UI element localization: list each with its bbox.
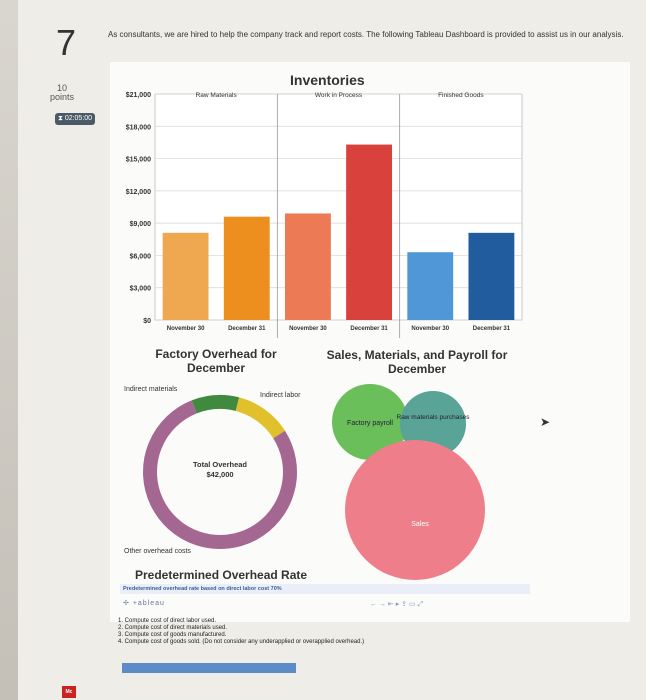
legend-other-overhead: Other overhead costs: [124, 548, 191, 555]
revert-icon[interactable]: ⇤: [387, 601, 394, 608]
answer-header-bar[interactable]: [122, 663, 296, 673]
x-tick-label: December 31: [473, 326, 511, 332]
pohr-title: Predetermined Overhead Rate: [135, 568, 308, 582]
fullscreen-icon[interactable]: ⤢: [417, 601, 424, 608]
bubble-label-factory-payroll: Factory payroll: [347, 420, 393, 427]
pohr-label: Predetermined overhead rate based on dir…: [123, 586, 282, 592]
bar: [407, 252, 454, 320]
y-tick-label: $3,000: [130, 286, 152, 293]
redo-icon[interactable]: →: [378, 601, 386, 608]
timer-value: 02:05:00: [64, 115, 93, 122]
tableau-logo: ✢ +ableau: [123, 599, 165, 607]
points-label: points: [50, 92, 75, 102]
share-icon[interactable]: ⇪: [401, 601, 408, 608]
inventories-title: Inventories: [290, 72, 365, 88]
task-3: 3. Compute cost of goods manufactured.: [118, 632, 227, 638]
task-list: 1. Compute cost of direct labor used. 2.…: [118, 618, 618, 646]
task-2: 2. Compute cost of direct materials used…: [118, 625, 228, 631]
bubble-label-sales: Sales: [411, 521, 429, 528]
total-overhead-value: $42,000: [206, 470, 234, 479]
pause-icon[interactable]: ▸: [395, 601, 400, 608]
x-tick-label: November 30: [167, 326, 205, 332]
bar: [468, 232, 515, 320]
y-tick-label: $18,000: [126, 124, 151, 131]
donut-center: Total Overhead $42,000: [185, 460, 255, 480]
clock-icon: ⧗: [57, 115, 63, 122]
y-tick-label: $9,000: [130, 221, 152, 228]
y-tick-label: $12,000: [126, 189, 151, 196]
sales-title: Sales, Materials, and Payroll for Decemb…: [326, 348, 508, 376]
legend-indirect-materials: Indirect materials: [124, 386, 178, 393]
pohr-value: 70%: [270, 586, 282, 592]
bubble-sales: [345, 440, 485, 580]
left-sidebar: [0, 0, 18, 700]
points-info: 10 points: [50, 84, 74, 102]
donut-slice: [191, 395, 240, 414]
bubble-factory-payroll: [332, 384, 408, 460]
overhead-donut: [143, 395, 297, 549]
points-value: 10: [57, 83, 68, 93]
bubble-label-raw-materials: Raw materials purchases: [397, 414, 471, 421]
inventories-chart: $0 $3,000 $6,000 $9,000 $12,000 $15,000 $18,00…: [126, 92, 523, 338]
plot-area: [154, 93, 523, 321]
sales-bubbles: Factory payroll Raw materials purchases …: [332, 384, 485, 580]
bar: [346, 144, 393, 320]
bar: [223, 216, 270, 320]
pohr-bar: [120, 584, 530, 594]
y-tick-label: $6,000: [130, 253, 152, 260]
question-intro: As consultants, we are hired to help the…: [108, 30, 624, 39]
y-tick-label: $0: [143, 318, 151, 325]
panel-header: Finished Goods: [438, 92, 484, 99]
donut-slice: [235, 397, 286, 439]
legend-indirect-labor: Indirect labor: [260, 392, 301, 399]
donut-slice: [143, 400, 297, 549]
mcgraw-logo: Mc: [62, 686, 76, 698]
tableau-wordmark: +ableau: [132, 600, 165, 607]
bar: [162, 232, 209, 320]
pohr-text: Predetermined overhead rate based on dir…: [123, 586, 270, 592]
y-tick-label: $15,000: [126, 157, 151, 164]
x-tick-label: December 31: [350, 326, 388, 332]
overhead-title: Factory Overhead for December: [155, 347, 277, 375]
question-number: 7: [56, 22, 77, 63]
x-tick-label: November 30: [411, 326, 449, 332]
total-overhead-label: Total Overhead: [192, 460, 248, 469]
task-4: 4. Compute cost of goods sold. (Do not c…: [118, 639, 365, 645]
x-tick-label: December 31: [228, 326, 266, 332]
toolbar: ← → ⇤ ▸ ⇪ ▭ ⤢: [370, 600, 423, 609]
x-tick-label: November 30: [289, 326, 327, 332]
timer-badge: ⧗ 02:05:00: [55, 113, 95, 125]
tableau-icon: ✢: [123, 600, 130, 607]
panel-header: Work in Process: [315, 92, 363, 99]
bar: [284, 213, 331, 320]
panel-header: Raw Materials: [196, 92, 238, 99]
undo-icon[interactable]: ←: [370, 601, 377, 608]
y-tick-label: $21,000: [126, 92, 151, 99]
mouse-cursor-icon: ➤: [540, 415, 551, 429]
download-icon[interactable]: ▭: [409, 601, 416, 608]
task-1: 1. Compute cost of direct labor used.: [118, 618, 217, 624]
